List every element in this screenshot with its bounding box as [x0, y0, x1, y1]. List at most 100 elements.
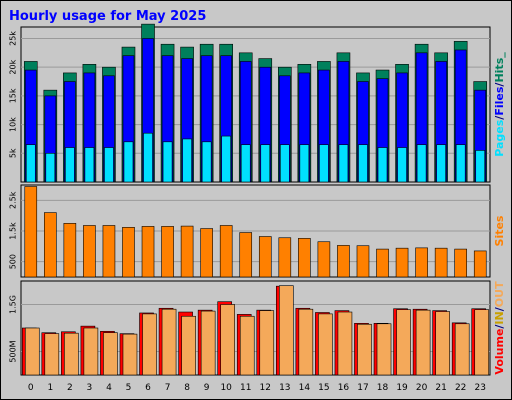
legend-part: IN [493, 311, 506, 324]
x-tick-label-20: 20 [416, 383, 428, 393]
legend-label: Volume/IN/OUT [493, 281, 506, 375]
bar-sites-7 [161, 226, 174, 278]
bar-sites-22 [454, 248, 467, 278]
bar-sites-20 [415, 247, 428, 278]
x-tick-label-14: 14 [299, 383, 311, 393]
legend-part: / [493, 306, 506, 311]
x-tick-label-1: 1 [47, 383, 53, 393]
chart-panel-3: 500M 1.5G Volume/IN/OUT [9, 280, 506, 376]
y-tick-label: 1.5k [9, 222, 18, 240]
bar-in-13 [279, 285, 294, 376]
bar-sites-15 [317, 241, 331, 278]
y-tick-label: 20k [9, 59, 18, 74]
plot-area [20, 280, 491, 376]
y-tick-label: 1.5G [9, 295, 18, 314]
bar-pages-18 [377, 147, 388, 183]
bar-pages-7 [162, 141, 173, 183]
x-tick-label-0: 0 [28, 383, 34, 393]
bar-in-9 [200, 310, 216, 376]
bar-sites-14 [298, 238, 311, 278]
bar-pages-9 [201, 141, 212, 183]
chart-panel-2: 500 1.5k 2.5k Sites [9, 184, 506, 278]
bar-pages-22 [455, 144, 466, 183]
x-tick-label-5: 5 [126, 383, 132, 393]
bar-pages-17 [358, 144, 368, 183]
bar-pages-10 [221, 135, 231, 183]
bar-in-12 [259, 310, 275, 376]
bar-pages-4 [104, 147, 114, 183]
y-tick-label: 500 [9, 254, 18, 269]
y-tick-label: 500M [9, 340, 18, 362]
bar-in-19 [396, 309, 411, 376]
bar-sites-13 [278, 237, 292, 278]
bar-in-1 [44, 333, 60, 376]
bar-pages-1 [45, 152, 56, 183]
bar-in-0 [24, 327, 40, 376]
x-tick-label-16: 16 [338, 383, 350, 393]
legend-label: Pages/Files/Hits_ [493, 52, 506, 157]
x-tick-label-8: 8 [184, 383, 190, 393]
x-tick-label-19: 19 [396, 383, 408, 393]
legend-part: / [493, 82, 506, 87]
chart-title: Hourly usage for May 2025 [9, 9, 206, 24]
bar-pages-19 [397, 147, 407, 183]
legend-part: Sites [493, 215, 506, 246]
bar-sites-11 [239, 232, 253, 278]
bar-in-20 [415, 309, 431, 376]
bar-in-4 [103, 332, 118, 376]
legend-part: Hits_ [493, 52, 506, 83]
chart-panels: 5k10k15k20k25kPages/Files/Hits_5001.5k2.… [9, 23, 506, 393]
bar-sites-6 [141, 226, 155, 278]
bar-pages-14 [299, 144, 310, 183]
bar-in-7 [161, 308, 177, 376]
y-tick-label: 25k [9, 31, 18, 46]
x-tick-label-13: 13 [279, 383, 290, 393]
x-tick-label-17: 17 [357, 383, 368, 393]
bar-pages-6 [143, 132, 153, 183]
bar-pages-21 [436, 144, 446, 183]
bar-pages-20 [416, 144, 427, 183]
bar-sites-8 [180, 225, 194, 278]
bar-sites-12 [258, 236, 272, 278]
bar-in-23 [474, 309, 490, 376]
bar-pages-23 [475, 150, 486, 183]
legend-part: / [493, 324, 506, 329]
bar-pages-3 [84, 147, 95, 183]
x-tick-label-4: 4 [106, 383, 112, 393]
bar-sites-1 [44, 212, 57, 278]
bar-in-18 [376, 323, 392, 376]
bar-sites-0 [24, 186, 38, 278]
bar-sites-5 [122, 227, 135, 278]
bar-pages-0 [25, 144, 36, 183]
x-tick-label-15: 15 [318, 383, 329, 393]
bar-in-15 [318, 313, 333, 376]
x-tick-label-7: 7 [165, 383, 171, 393]
y-tick-label: 5k [9, 148, 18, 158]
bar-sites-2 [63, 223, 77, 278]
bar-sites-18 [376, 248, 389, 278]
x-tick-label-9: 9 [204, 383, 210, 393]
bar-pages-16 [338, 144, 349, 183]
bar-sites-4 [102, 225, 116, 278]
bar-pages-15 [319, 144, 329, 183]
x-tick-label-2: 2 [67, 383, 73, 393]
bar-pages-13 [280, 144, 290, 183]
x-tick-label-18: 18 [377, 383, 389, 393]
y-tick-label: 2.5k [9, 191, 18, 209]
bar-sites-21 [434, 247, 448, 278]
bar-in-22 [454, 323, 470, 376]
x-tick-label-21: 21 [435, 383, 446, 393]
bar-in-5 [122, 333, 138, 376]
x-tick-label-3: 3 [87, 383, 93, 393]
y-tick-label: 15k [9, 88, 18, 103]
bar-sites-10 [219, 225, 233, 278]
bar-in-10 [220, 304, 235, 376]
bar-pages-5 [123, 141, 134, 183]
bar-pages-2 [65, 147, 75, 183]
bar-sites-16 [337, 245, 350, 278]
bar-in-8 [181, 315, 196, 376]
legend-part: Volume [493, 329, 506, 375]
bar-in-21 [435, 311, 450, 376]
